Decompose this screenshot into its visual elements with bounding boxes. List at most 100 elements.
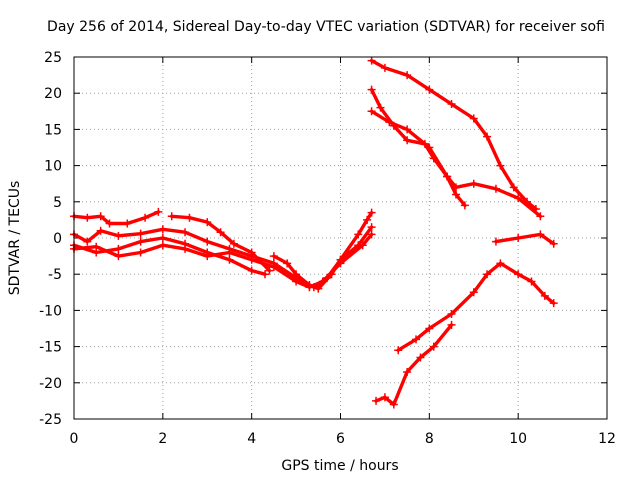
- series-line: [72, 236, 267, 276]
- series-track-a: [70, 207, 163, 228]
- data-point-marker: [336, 255, 345, 264]
- y-tick-label: -5: [48, 267, 62, 283]
- data-point-marker: [136, 229, 145, 238]
- data-point-marker: [314, 284, 323, 293]
- data-point-marker: [167, 212, 176, 221]
- data-point-marker: [403, 71, 412, 80]
- x-tick-label: 0: [70, 431, 79, 447]
- data-point-marker: [509, 183, 518, 192]
- data-point-marker: [536, 212, 545, 221]
- series-track-j: [491, 230, 558, 248]
- data-point-marker: [247, 248, 256, 257]
- data-point-marker: [265, 266, 274, 275]
- data-point-marker: [260, 270, 269, 279]
- y-tick-label: -25: [39, 412, 62, 428]
- data-point-marker: [372, 396, 381, 405]
- series-track-b: [70, 230, 376, 292]
- data-point-marker: [549, 239, 558, 248]
- data-point-marker: [443, 172, 452, 181]
- data-point-marker: [447, 320, 456, 329]
- y-tick-label: -15: [39, 340, 62, 356]
- data-point-marker: [451, 183, 460, 192]
- data-point-marker: [367, 223, 376, 232]
- data-point-marker: [269, 259, 278, 268]
- data-point-marker: [385, 118, 394, 127]
- data-point-marker: [114, 244, 123, 253]
- data-point-marker: [96, 212, 105, 221]
- data-point-marker: [283, 259, 292, 268]
- data-point-marker: [363, 215, 372, 224]
- series-track-i: [367, 107, 545, 221]
- data-point-marker: [447, 310, 456, 319]
- data-point-marker: [469, 179, 478, 188]
- data-point-marker: [158, 234, 167, 242]
- series-track-e: [167, 212, 274, 275]
- series-track-g: [367, 56, 540, 214]
- data-point-marker: [491, 237, 500, 246]
- data-point-marker: [429, 342, 438, 351]
- y-tick-label: 5: [53, 195, 62, 211]
- data-point-marker: [136, 248, 145, 257]
- data-point-marker: [425, 85, 434, 94]
- data-point-marker: [460, 201, 469, 210]
- data-point-marker: [425, 143, 434, 152]
- data-point-marker: [123, 219, 132, 228]
- series-line: [369, 109, 543, 218]
- series-line: [272, 211, 374, 291]
- x-tick-label: 10: [509, 431, 527, 447]
- data-point-marker: [83, 213, 92, 222]
- data-point-marker: [403, 125, 412, 134]
- data-point-marker: [491, 184, 500, 193]
- data-point-marker: [225, 244, 234, 253]
- data-point-marker: [354, 241, 363, 250]
- data-point-marker: [181, 228, 190, 237]
- data-point-marker: [229, 239, 238, 248]
- data-point-marker: [136, 237, 145, 246]
- data-point-marker: [389, 400, 398, 409]
- data-point-marker: [380, 63, 389, 72]
- data-point-marker: [367, 85, 376, 94]
- data-point-marker: [269, 252, 278, 261]
- data-point-marker: [394, 346, 403, 355]
- data-point-marker: [114, 252, 123, 261]
- data-point-marker: [496, 161, 505, 170]
- data-point-marker: [105, 219, 114, 228]
- data-point-marker: [469, 114, 478, 123]
- series-line: [374, 323, 454, 407]
- y-tick-label: 25: [44, 50, 62, 66]
- data-point-marker: [92, 248, 101, 257]
- data-point-marker: [527, 277, 536, 286]
- data-point-marker: [549, 299, 558, 308]
- y-tick-label: 10: [44, 159, 62, 175]
- data-point-marker: [158, 225, 167, 234]
- data-point-marker: [203, 237, 212, 246]
- series-track-k: [394, 259, 558, 355]
- y-tick-label: 0: [53, 231, 62, 247]
- data-point-marker: [540, 291, 549, 300]
- x-tick-label: 6: [336, 431, 345, 447]
- data-point-marker: [403, 367, 412, 376]
- data-point-marker: [158, 241, 167, 250]
- data-point-marker: [380, 393, 389, 402]
- data-point-marker: [469, 288, 478, 297]
- data-point-marker: [203, 218, 212, 227]
- data-point-marker: [536, 230, 545, 239]
- data-point-marker: [181, 239, 190, 248]
- data-point-marker: [403, 136, 412, 145]
- x-axis-label: GPS time / hours: [281, 458, 398, 474]
- data-point-marker: [416, 353, 425, 362]
- data-point-marker: [483, 270, 492, 279]
- data-point-marker: [203, 248, 212, 257]
- data-point-marker: [367, 230, 376, 239]
- series-track-f: [269, 208, 376, 293]
- data-point-marker: [354, 230, 363, 239]
- data-point-marker: [514, 194, 523, 203]
- x-tick-label: 2: [158, 431, 167, 447]
- data-point-marker: [425, 324, 434, 333]
- data-point-marker: [367, 208, 376, 217]
- data-point-marker: [327, 270, 336, 279]
- data-point-marker: [514, 270, 523, 279]
- data-point-marker: [367, 107, 376, 116]
- data-point-marker: [367, 56, 376, 65]
- data-point-marker: [412, 335, 421, 344]
